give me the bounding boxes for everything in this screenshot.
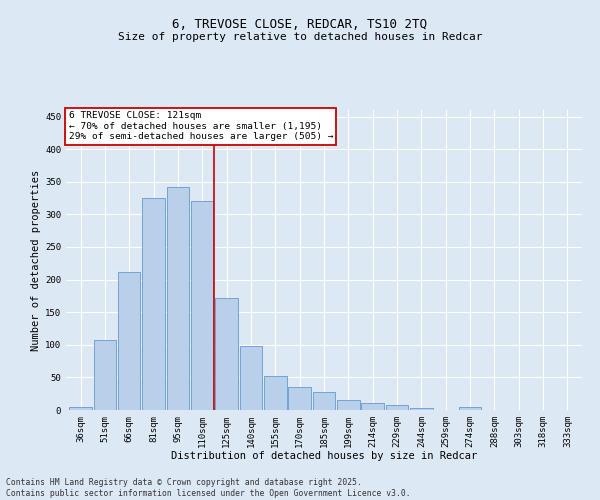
Text: Size of property relative to detached houses in Redcar: Size of property relative to detached ho… — [118, 32, 482, 42]
Bar — [459, 406, 481, 410]
Bar — [240, 346, 262, 410]
Bar — [94, 340, 116, 410]
Bar — [70, 406, 92, 410]
Text: 6 TREVOSE CLOSE: 121sqm
← 70% of detached houses are smaller (1,195)
29% of semi: 6 TREVOSE CLOSE: 121sqm ← 70% of detache… — [68, 112, 333, 142]
Bar — [337, 400, 359, 410]
Bar — [142, 198, 165, 410]
Bar — [191, 202, 214, 410]
Bar — [386, 405, 408, 410]
Text: Contains HM Land Registry data © Crown copyright and database right 2025.
Contai: Contains HM Land Registry data © Crown c… — [6, 478, 410, 498]
Bar — [313, 392, 335, 410]
Bar — [289, 386, 311, 410]
Y-axis label: Number of detached properties: Number of detached properties — [31, 170, 41, 350]
Text: 6, TREVOSE CLOSE, REDCAR, TS10 2TQ: 6, TREVOSE CLOSE, REDCAR, TS10 2TQ — [173, 18, 427, 30]
Bar — [361, 404, 384, 410]
Bar — [264, 376, 287, 410]
Bar — [410, 408, 433, 410]
X-axis label: Distribution of detached houses by size in Redcar: Distribution of detached houses by size … — [171, 452, 477, 462]
Bar — [118, 272, 140, 410]
Bar — [215, 298, 238, 410]
Bar — [167, 187, 189, 410]
